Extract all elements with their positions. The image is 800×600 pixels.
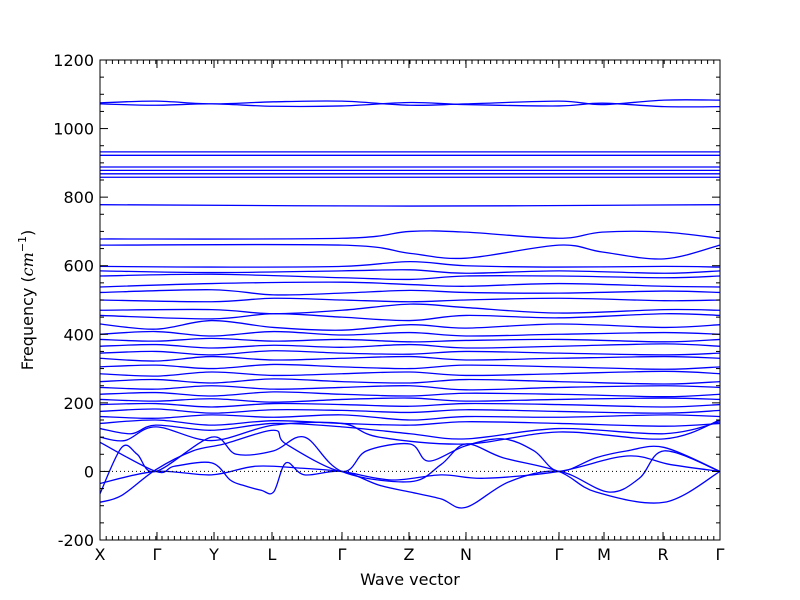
x-tick-label: N	[460, 545, 472, 564]
y-axis-title: Frequency (cm−1)	[16, 230, 37, 371]
x-tick-label: Γ	[555, 545, 564, 564]
dispersion-branch	[99, 319, 721, 331]
dispersion-branch	[99, 289, 721, 296]
x-tick-label: M	[597, 545, 611, 564]
dispersion-branch	[99, 101, 721, 108]
dispersion-branch	[99, 414, 721, 421]
dispersion-branch	[99, 343, 721, 349]
dispersion-branch	[99, 204, 721, 207]
dispersion-branch	[99, 419, 721, 427]
y-tick-label: 600	[63, 257, 94, 276]
x-tick-label: L	[268, 545, 277, 564]
dispersion-branch	[99, 273, 721, 281]
dispersion-branch	[99, 269, 721, 274]
x-tick-label: Γ	[153, 545, 162, 564]
dispersion-branch	[99, 363, 721, 370]
x-axis-title: Wave vector	[360, 570, 460, 589]
dispersion-branch	[99, 313, 721, 322]
y-axis-ticks: -200 0 200 400 600 800 1000 1200	[53, 51, 720, 550]
dispersion-branch	[99, 429, 721, 503]
y-tick-label: 0	[84, 462, 94, 481]
dispersion-branch	[99, 303, 721, 315]
x-tick-label: Z	[404, 545, 415, 564]
dispersion-branch	[99, 297, 721, 303]
dispersion-branch	[99, 230, 721, 240]
dispersion-branch	[99, 455, 721, 485]
dispersion-branch	[99, 378, 721, 385]
dispersion-branch	[99, 391, 721, 398]
dispersion-branch	[99, 402, 721, 408]
y-axis-title-suffix: )	[18, 230, 37, 236]
dispersion-branch	[99, 370, 721, 377]
y-tick-label: -200	[58, 531, 94, 550]
series-group	[99, 99, 721, 509]
y-tick-label: 200	[63, 394, 94, 413]
dispersion-branch	[99, 260, 721, 268]
x-tick-label: X	[95, 545, 106, 564]
x-tick-label: R	[657, 545, 668, 564]
dispersion-branch	[99, 355, 721, 362]
y-axis-title-unit: cm	[18, 252, 37, 276]
y-tick-label: 800	[63, 188, 94, 207]
y-tick-label: 1200	[53, 51, 94, 70]
x-tick-label: Γ	[338, 545, 347, 564]
y-tick-label: 400	[63, 325, 94, 344]
dispersion-branch	[99, 408, 721, 414]
dispersion-branch	[99, 350, 721, 356]
dispersion-branch	[99, 243, 721, 260]
x-tick-label: Γ	[716, 545, 725, 564]
y-tick-label: 1000	[53, 120, 94, 139]
dispersion-branch	[99, 421, 721, 440]
x-tick-label: Y	[208, 545, 219, 564]
dispersion-branch	[99, 384, 721, 391]
dispersion-branch	[99, 419, 721, 445]
y-axis-title-prefix: Frequency (	[18, 276, 37, 370]
dispersion-branch	[99, 337, 721, 343]
y-axis-title-exponent: −1	[16, 236, 29, 252]
dispersion-branch	[99, 281, 721, 288]
dispersion-branch	[99, 330, 721, 337]
dispersion-branch	[99, 397, 721, 403]
